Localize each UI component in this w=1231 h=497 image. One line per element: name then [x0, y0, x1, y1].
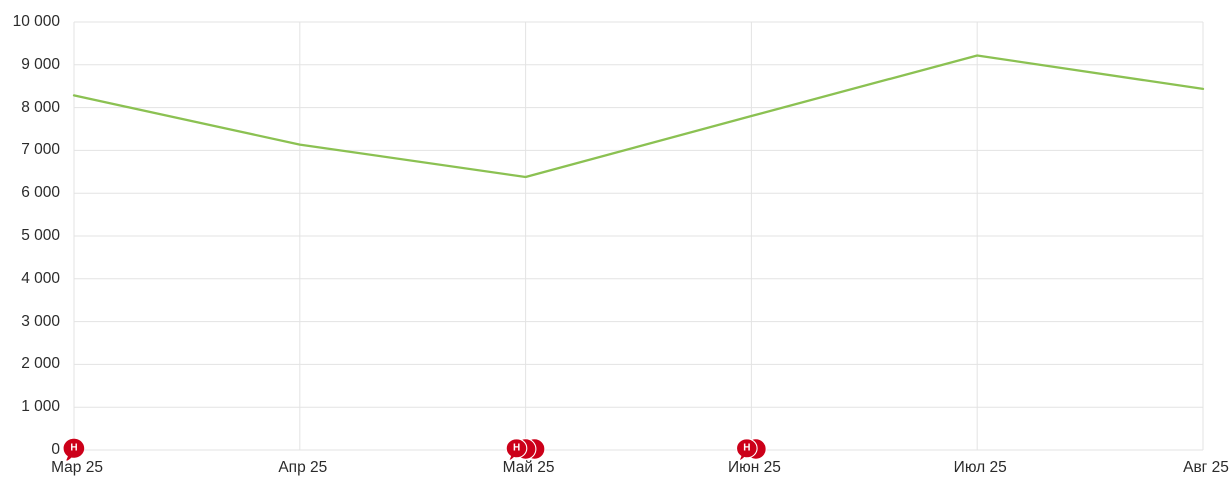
svg-text:Н: Н	[513, 443, 520, 454]
svg-text:Н: Н	[70, 443, 77, 454]
svg-text:Н: Н	[743, 443, 750, 454]
